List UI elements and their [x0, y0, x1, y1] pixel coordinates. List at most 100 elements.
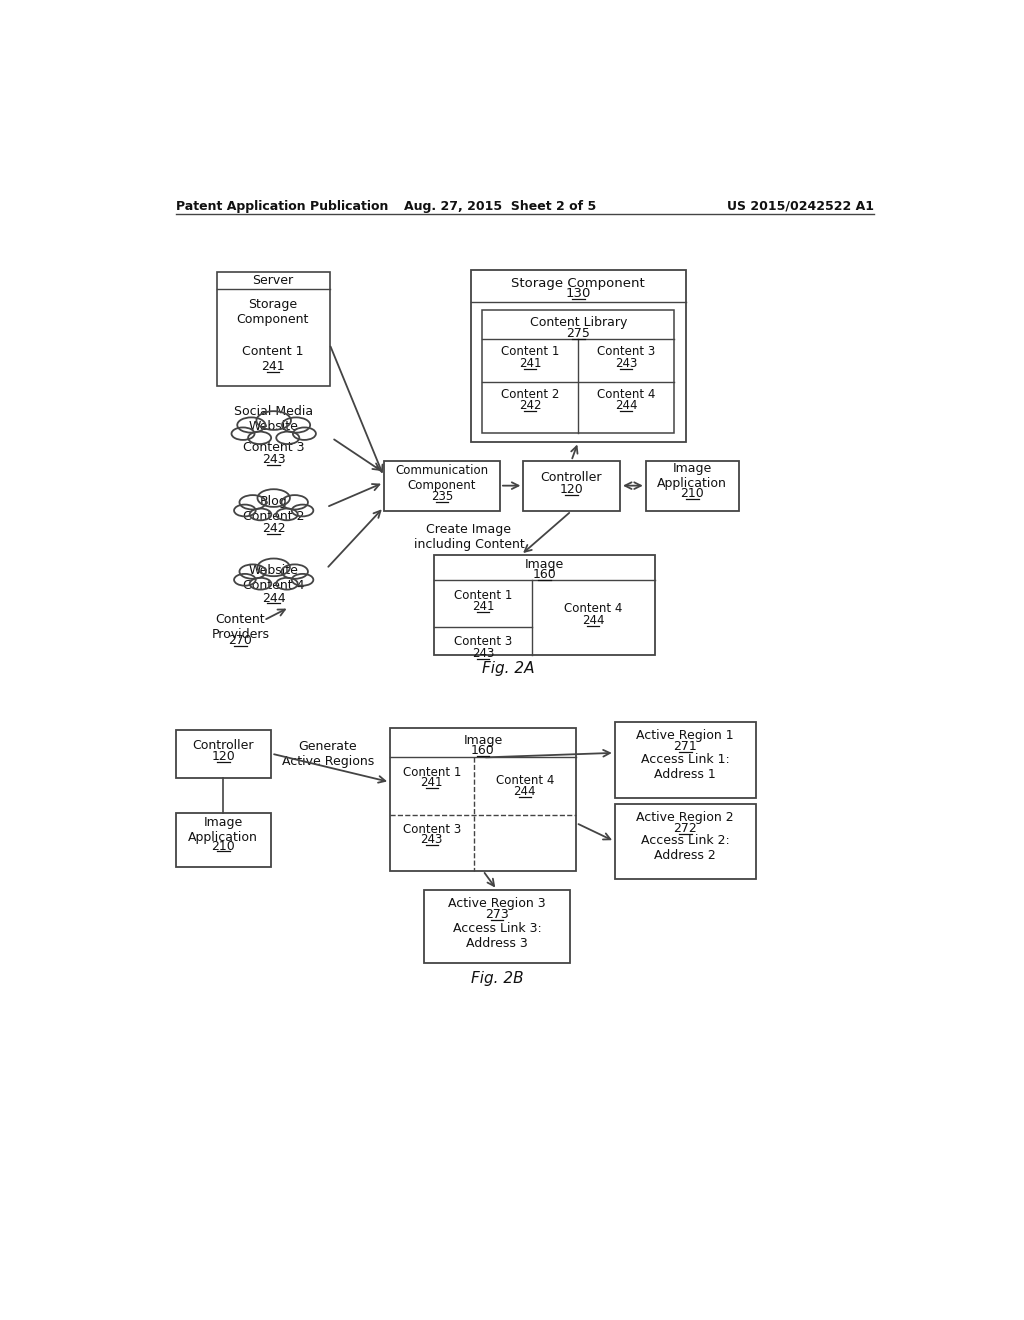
Ellipse shape — [240, 495, 266, 510]
Text: Server: Server — [252, 275, 294, 288]
Text: 241: 241 — [519, 356, 542, 370]
Bar — [217, 272, 330, 385]
Bar — [424, 890, 569, 964]
Ellipse shape — [276, 578, 298, 590]
Bar — [471, 271, 686, 442]
Ellipse shape — [276, 508, 298, 520]
Text: 242: 242 — [262, 523, 286, 536]
Text: 120: 120 — [559, 483, 584, 496]
Text: Image
Application: Image Application — [657, 462, 727, 491]
Text: Website: Website — [249, 564, 299, 577]
Text: 210: 210 — [211, 840, 236, 853]
Text: Content 3: Content 3 — [454, 635, 512, 648]
Text: Access Link 2:
Address 2: Access Link 2: Address 2 — [641, 834, 729, 862]
Text: Content 4: Content 4 — [496, 774, 554, 787]
Ellipse shape — [293, 428, 315, 440]
Text: Generate
Active Regions: Generate Active Regions — [282, 739, 374, 768]
Bar — [614, 722, 756, 797]
Text: 241: 241 — [261, 360, 285, 372]
Text: 241: 241 — [421, 776, 443, 789]
Text: Aug. 27, 2015  Sheet 2 of 5: Aug. 27, 2015 Sheet 2 of 5 — [403, 199, 596, 213]
Bar — [176, 813, 271, 867]
Text: 160: 160 — [532, 568, 556, 581]
Text: Content 2: Content 2 — [501, 388, 559, 400]
Text: Fig. 2B: Fig. 2B — [471, 972, 523, 986]
Text: Controller: Controller — [193, 739, 254, 751]
Bar — [646, 461, 738, 511]
Ellipse shape — [292, 504, 313, 516]
Bar — [614, 804, 756, 879]
Ellipse shape — [256, 411, 291, 430]
Bar — [482, 310, 675, 433]
Text: 120: 120 — [211, 750, 236, 763]
Ellipse shape — [238, 417, 265, 433]
Text: 244: 244 — [262, 591, 286, 605]
Ellipse shape — [231, 428, 255, 440]
Text: Content
Providers: Content Providers — [211, 612, 269, 640]
Text: Social Media
Website: Social Media Website — [234, 405, 313, 433]
Text: 241: 241 — [472, 601, 495, 612]
Text: 242: 242 — [519, 399, 542, 412]
Ellipse shape — [234, 504, 256, 516]
Text: Communication
Component: Communication Component — [395, 463, 488, 492]
Text: Content 3: Content 3 — [597, 345, 655, 358]
Text: Content 4: Content 4 — [243, 579, 304, 593]
Text: Content 1: Content 1 — [454, 589, 512, 602]
Ellipse shape — [240, 565, 266, 578]
Text: 244: 244 — [615, 399, 638, 412]
Text: Access Link 3:
Address 3: Access Link 3: Address 3 — [453, 923, 542, 950]
Bar — [384, 461, 500, 511]
Ellipse shape — [282, 565, 308, 578]
Text: 243: 243 — [472, 647, 495, 660]
Text: Blog: Blog — [260, 495, 288, 508]
Text: Content Library: Content Library — [529, 315, 627, 329]
Ellipse shape — [276, 432, 299, 444]
Text: Content 1: Content 1 — [501, 345, 559, 358]
Text: 244: 244 — [582, 614, 604, 627]
Bar — [176, 730, 271, 779]
Ellipse shape — [257, 558, 290, 577]
Text: 160: 160 — [471, 744, 495, 758]
Text: Active Region 2: Active Region 2 — [636, 810, 734, 824]
Text: Active Region 1: Active Region 1 — [636, 730, 734, 742]
Text: Content 2: Content 2 — [243, 510, 304, 523]
Text: Create Image
including Content: Create Image including Content — [414, 523, 524, 552]
Text: 273: 273 — [485, 908, 509, 921]
Ellipse shape — [250, 578, 271, 590]
Text: 210: 210 — [680, 487, 705, 500]
Text: 272: 272 — [674, 822, 697, 834]
Text: Content 3: Content 3 — [243, 441, 304, 454]
Text: Content 4: Content 4 — [564, 602, 623, 615]
Text: Patent Application Publication: Patent Application Publication — [176, 199, 388, 213]
Text: Access Link 1:
Address 1: Access Link 1: Address 1 — [641, 752, 729, 780]
Text: Image: Image — [524, 558, 564, 572]
Text: Fig. 2A: Fig. 2A — [481, 661, 534, 676]
Text: Controller: Controller — [541, 471, 602, 484]
Bar — [523, 461, 621, 511]
Text: 271: 271 — [674, 741, 697, 754]
Text: Content 4: Content 4 — [597, 388, 655, 400]
Text: 243: 243 — [615, 356, 638, 370]
Text: Active Region 3: Active Region 3 — [449, 898, 546, 911]
Ellipse shape — [282, 417, 310, 433]
Text: Storage
Component: Storage Component — [237, 298, 309, 326]
Text: 235: 235 — [431, 490, 453, 503]
Text: Storage Component: Storage Component — [511, 277, 645, 289]
Bar — [390, 729, 575, 871]
Ellipse shape — [282, 495, 308, 510]
Text: 275: 275 — [566, 326, 590, 339]
Ellipse shape — [292, 574, 313, 586]
Text: 130: 130 — [565, 288, 591, 301]
Ellipse shape — [234, 574, 256, 586]
Ellipse shape — [250, 508, 271, 520]
Ellipse shape — [257, 490, 290, 507]
Text: Content 1: Content 1 — [402, 766, 461, 779]
Text: 270: 270 — [228, 634, 252, 647]
Ellipse shape — [248, 432, 271, 444]
Text: Image
Application: Image Application — [188, 816, 258, 843]
Bar — [434, 554, 655, 655]
Text: 244: 244 — [514, 785, 536, 797]
Text: 243: 243 — [421, 833, 443, 846]
Text: Image: Image — [463, 734, 503, 747]
Text: US 2015/0242522 A1: US 2015/0242522 A1 — [727, 199, 873, 213]
